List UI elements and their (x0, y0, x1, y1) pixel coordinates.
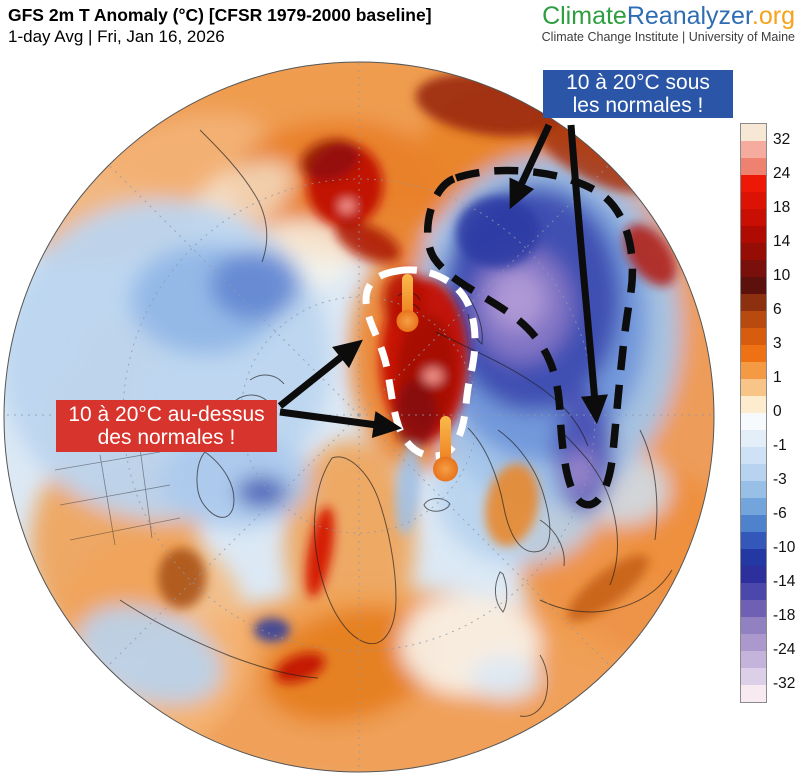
colorbar-segment (741, 447, 766, 464)
colorbar-segment (741, 668, 766, 685)
colorbar-segment (741, 328, 766, 345)
colorbar-segment (741, 311, 766, 328)
colorbar (740, 123, 767, 703)
thermometer-icon-north (396, 274, 419, 332)
colorbar-segment (741, 192, 766, 209)
logo-tagline: Climate Change Institute | University of… (541, 30, 795, 44)
colorbar-segment (741, 651, 766, 668)
colorbar-segment (741, 209, 766, 226)
colorbar-segment (741, 124, 766, 141)
colorbar-segment (741, 226, 766, 243)
map-subtitle: 1-day Avg | Fri, Jan 16, 2026 (8, 27, 225, 46)
colorbar-segment (741, 396, 766, 413)
map-title: GFS 2m T Anomaly (°C) [CFSR 1979-2000 ba… (8, 5, 432, 25)
colorbar-segment (741, 362, 766, 379)
colorbar-segment (741, 498, 766, 515)
annotation-arrows (277, 123, 608, 438)
arrow-cold-short (509, 123, 553, 210)
arrow-cold-long (567, 124, 608, 425)
colorbar-segment (741, 532, 766, 549)
colorbar-segment (741, 430, 766, 447)
colorbar-segment (741, 277, 766, 294)
colorbar-segment (741, 566, 766, 583)
globe-rim (3, 61, 715, 773)
logo-climate: Climate (542, 2, 627, 30)
thermometer-icon-south (433, 416, 458, 482)
colorbar-segment (741, 260, 766, 277)
arrow-warm-lower (279, 408, 403, 438)
colorbar-segment (741, 583, 766, 600)
cold-region-outline (423, 166, 637, 509)
colorbar-segment (741, 634, 766, 651)
warm-annotation-line1: 10 à 20°C au-dessus (68, 403, 265, 426)
colorbar-segment (741, 175, 766, 192)
colorbar-segment (741, 141, 766, 158)
colorbar-segment (741, 243, 766, 260)
colorbar-segment (741, 515, 766, 532)
colorbar-segment (741, 481, 766, 498)
colorbar-segment (741, 464, 766, 481)
logo-org: .org (751, 2, 795, 30)
colorbar-segment (741, 345, 766, 362)
colorbar-segment (741, 600, 766, 617)
climate-reanalyzer-logo[interactable]: ClimateReanalyzer.org Climate Change Ins… (542, 3, 795, 44)
colorbar-segment (741, 413, 766, 430)
colorbar-segment (741, 294, 766, 311)
warm-region-outline (362, 266, 479, 460)
warm-annotation-label: 10 à 20°C au-dessus des normales ! (56, 400, 277, 452)
cold-annotation-line2: les normales ! (572, 94, 704, 117)
warm-annotation-line2: des normales ! (97, 426, 236, 449)
cold-annotation-line1: 10 à 20°C sous (566, 71, 710, 94)
cold-annotation-label: 10 à 20°C sous les normales ! (543, 70, 733, 118)
arrow-warm-upper (277, 339, 363, 409)
colorbar-segment (741, 549, 766, 566)
logo-reanalyzer: Reanalyzer (626, 2, 752, 30)
colorbar-segment (741, 617, 766, 634)
colorbar-segment (741, 379, 766, 396)
colorbar-segment (741, 685, 766, 702)
coastlines (54, 129, 673, 717)
colorbar-segment (741, 158, 766, 175)
logo-wordmark: ClimateReanalyzer.org (542, 3, 795, 29)
